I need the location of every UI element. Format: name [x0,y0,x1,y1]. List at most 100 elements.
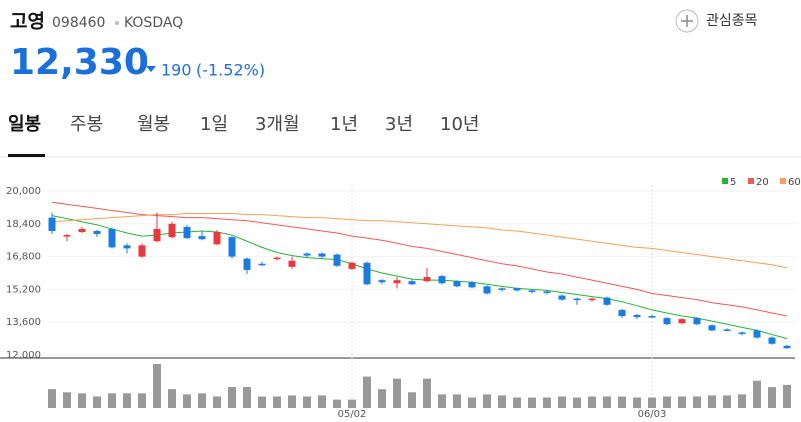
tab[interactable]: 1일 [200,114,228,135]
y-tick-label: 13,600 [6,317,41,328]
candle-body [363,262,371,285]
tab[interactable]: 일봉 [8,114,41,135]
volume-bar [558,396,566,408]
candle-body [498,288,506,290]
candle-body [78,228,86,232]
candle-body [588,298,596,301]
candle-body [723,329,731,331]
stock-name: 고영 [10,11,45,33]
stock-code: 098460 [52,15,105,31]
volume-bar [513,397,521,408]
tabs: 일봉 주봉 월봉 1일 3개월 1년 3년 10년 [8,114,479,157]
candle-body [348,262,356,269]
y-tick-label: 12,000 [6,350,41,361]
volume-bar [678,396,686,408]
candle-body [558,295,566,300]
candle-body [273,257,281,260]
candle-body [48,217,56,231]
volume-bar [273,396,281,408]
tab-underline [8,154,45,157]
volume-bar [138,393,146,408]
candle-body [573,298,581,301]
y-tick-label: 20,000 [6,186,41,197]
candle-body [198,236,206,240]
volume-bar [258,396,266,408]
tab[interactable]: 3개월 [255,114,300,135]
plus-circle [675,9,699,33]
legend-swatch [780,178,786,184]
watch-label: 관심종목 [706,13,758,29]
dot [115,21,119,25]
volume-bar [783,384,791,408]
volume-bar [378,389,386,408]
volume-bar [708,395,716,408]
volume-bar [768,387,776,408]
tab[interactable]: 주봉 [70,114,103,135]
down-arrow [146,66,156,72]
volume-bar [633,397,641,408]
moving-average-line [51,213,788,269]
volume-bar [153,364,161,408]
legend-label: 60 [788,177,801,188]
volume-bar [303,396,311,408]
candle-body [738,332,746,334]
candle-body [783,345,791,349]
volume-bar [453,394,461,408]
volume-bar [183,394,191,408]
tab[interactable]: 월봉 [137,114,170,135]
volume-bar [423,378,431,408]
candle-body [288,260,296,267]
y-tick-label: 16,800 [6,252,41,263]
candle-body [438,276,446,284]
volume-bar [603,396,611,408]
volume-bar [78,393,86,408]
volume-bar [618,396,626,408]
candle-body [333,254,341,266]
volume-bar [663,396,671,408]
candle-body [168,223,176,238]
candle-body [513,288,521,291]
candle-body [228,237,236,257]
candle-body [303,253,311,256]
candle-body [768,337,776,344]
volume-bar [528,397,536,408]
volume-bar [648,397,656,408]
change: 190 [161,61,192,80]
change-pct: (-1.52%) [196,61,265,80]
plus-icon [681,15,693,27]
candle-body [408,281,416,285]
tab[interactable]: 1년 [330,114,358,135]
volume-bar [228,387,236,408]
volume-bar [588,396,596,408]
tab[interactable]: 3년 [385,114,413,135]
volume-bar [363,376,371,408]
candle-body [258,263,266,266]
candle-body [678,319,686,324]
candle-body [453,281,461,287]
tab[interactable]: 10년 [440,114,479,135]
volume-bar [498,395,506,408]
candle-body [708,325,716,331]
candle-body [633,315,641,318]
moving-average-line [51,201,788,317]
candle-body [213,232,221,245]
volume-bar [288,395,296,408]
candle-body [603,297,611,305]
volume-bar [693,396,701,408]
x-tick-label: 06/03 [638,409,667,418]
volume-bar [483,394,491,408]
volume-bar [753,380,761,408]
watch-button[interactable]: 관심종목 [675,9,758,33]
volume-bar [108,393,116,408]
volume-bar [738,394,746,408]
volume-bar [468,397,476,408]
volume-bar [408,392,416,408]
candle-body [648,316,656,318]
candle-body [753,330,761,338]
candle-body [663,318,671,325]
volume-bar [243,387,251,408]
candle-body [123,245,131,249]
legend-swatch [748,178,754,184]
